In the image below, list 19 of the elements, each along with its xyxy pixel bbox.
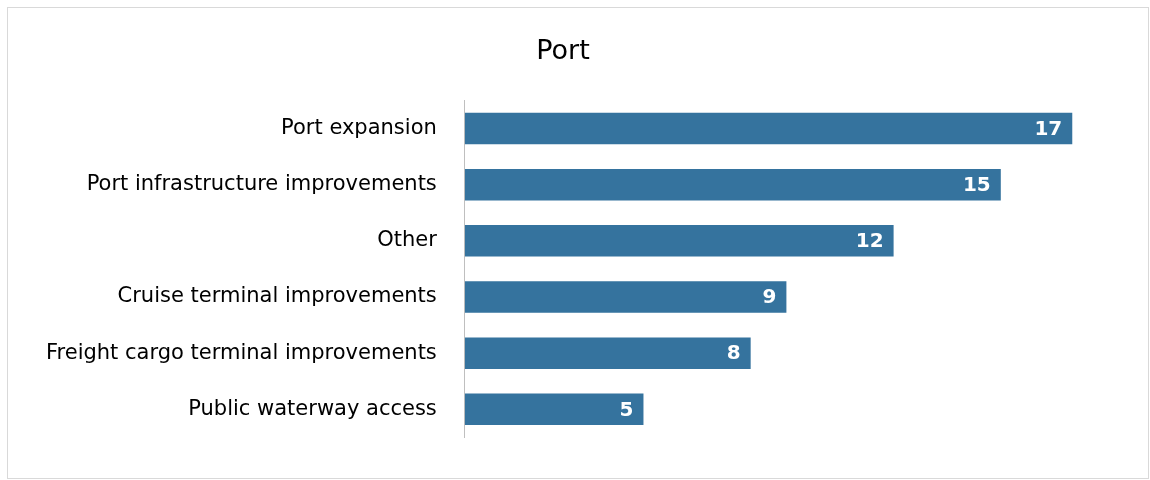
data-label: 5 bbox=[619, 396, 634, 421]
bar bbox=[464, 112, 1073, 145]
bar bbox=[464, 281, 787, 313]
y-tick-label: Other bbox=[377, 227, 438, 252]
bar bbox=[464, 393, 644, 426]
y-tick-label: Freight cargo terminal improvements bbox=[45, 339, 437, 364]
bar bbox=[464, 337, 751, 369]
data-label: 8 bbox=[726, 340, 741, 365]
bar bbox=[464, 225, 894, 257]
data-label: 9 bbox=[762, 284, 777, 309]
y-tick-label: Port expansion bbox=[281, 114, 437, 139]
data-label: 15 bbox=[962, 171, 991, 196]
data-label: 17 bbox=[1034, 115, 1063, 140]
chart-title: Port bbox=[536, 34, 590, 66]
data-label: 12 bbox=[855, 228, 884, 253]
bar bbox=[464, 168, 1001, 201]
y-tick-label: Cruise terminal improvements bbox=[117, 283, 437, 308]
y-tick-label: Public waterway access bbox=[188, 395, 437, 420]
y-tick-label: Port infrastructure improvements bbox=[86, 171, 437, 196]
